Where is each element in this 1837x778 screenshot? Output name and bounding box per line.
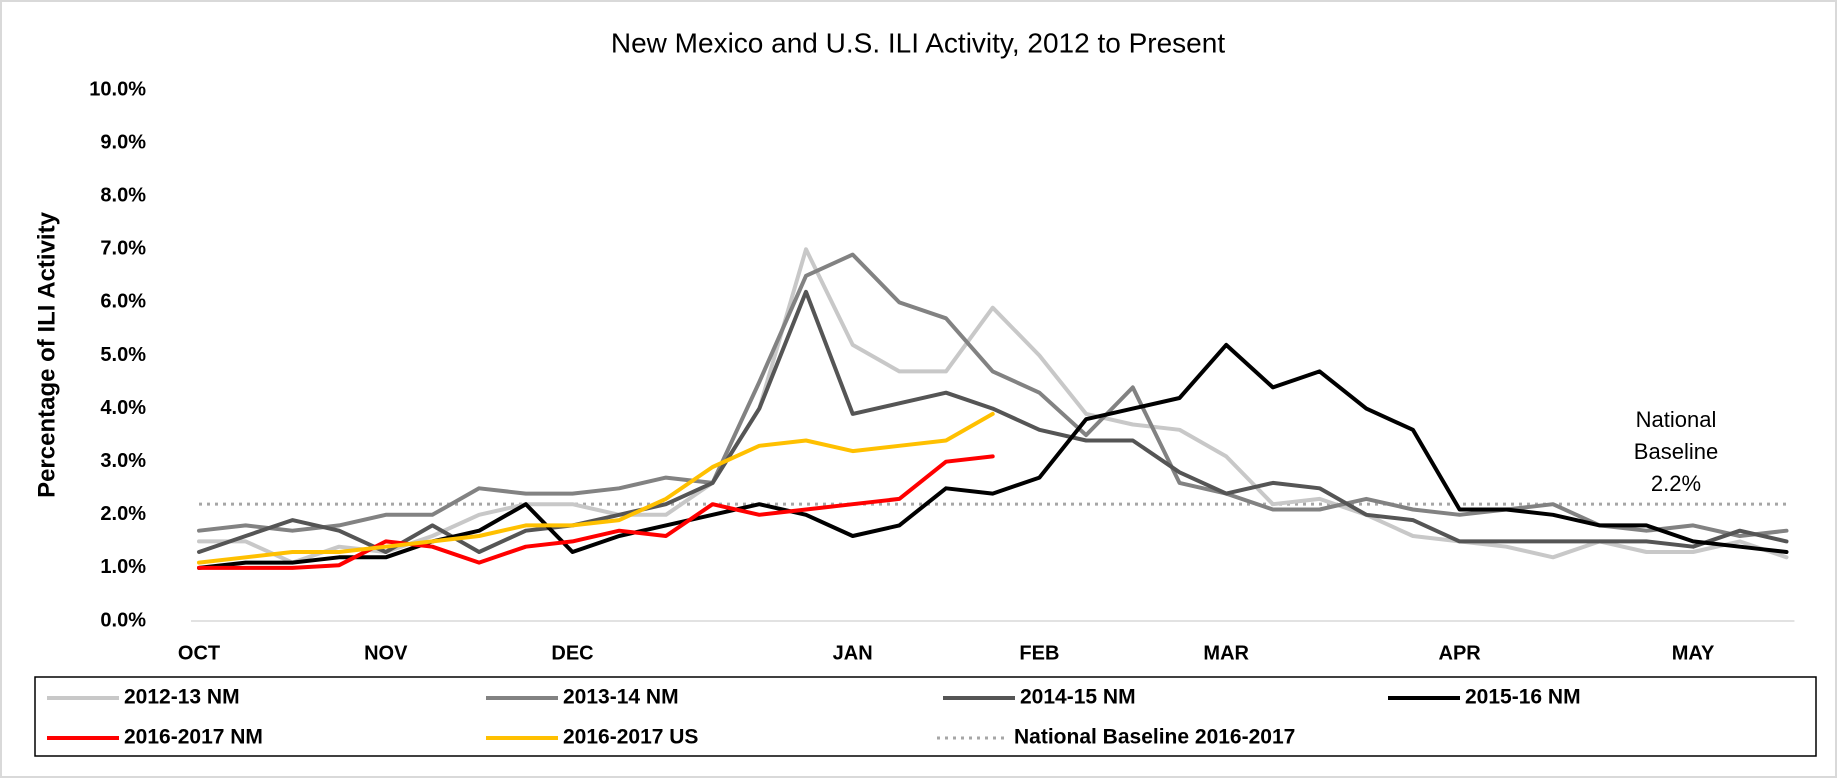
annotation: National (1636, 407, 1717, 432)
x-tick-label: OCT (178, 642, 220, 664)
series-line (197, 342, 1789, 570)
y-tick-label: 3.0% (100, 450, 146, 472)
annotation: Baseline (1634, 439, 1718, 464)
x-tick-label: DEC (551, 642, 593, 664)
legend-label: 2014-15 NM (1020, 686, 1136, 709)
y-axis-label: Percentage of ILI Activity (33, 211, 60, 498)
legend-label: National Baseline 2016-2017 (1014, 726, 1295, 749)
series-line (197, 252, 1789, 538)
legend-label: 2016-2017 US (563, 726, 698, 749)
series-line (197, 289, 1789, 554)
y-tick-label: 8.0% (100, 184, 146, 206)
series-line (197, 247, 1789, 565)
y-tick-label: 2.0% (100, 503, 146, 525)
legend-label: 2015-16 NM (1465, 686, 1581, 709)
annotation: 2.2% (1651, 471, 1701, 496)
x-tick-label: NOV (364, 642, 408, 664)
y-tick-label: 10.0% (89, 78, 146, 100)
legend-box (34, 676, 1817, 757)
y-tick-label: 9.0% (100, 131, 146, 153)
y-tick-label: 6.0% (100, 291, 146, 313)
x-tick-label: FEB (1019, 642, 1059, 664)
chart-title: New Mexico and U.S. ILI Activity, 2012 t… (611, 27, 1225, 58)
y-tick-label: 1.0% (100, 556, 146, 578)
legend-label: 2013-14 NM (563, 686, 679, 709)
y-tick-label: 0.0% (100, 609, 146, 631)
x-tick-label: JAN (833, 642, 873, 664)
legend-label: 2012-13 NM (124, 686, 240, 709)
y-tick-label: 5.0% (100, 344, 146, 366)
x-tick-label: MAY (1672, 642, 1715, 664)
legend-label: 2016-2017 NM (124, 726, 263, 749)
x-tick-label: MAR (1203, 642, 1249, 664)
y-tick-label: 7.0% (100, 238, 146, 260)
series-line (197, 411, 995, 565)
x-tick-label: APR (1439, 642, 1482, 664)
y-tick-label: 4.0% (100, 397, 146, 419)
series-line (197, 454, 995, 570)
